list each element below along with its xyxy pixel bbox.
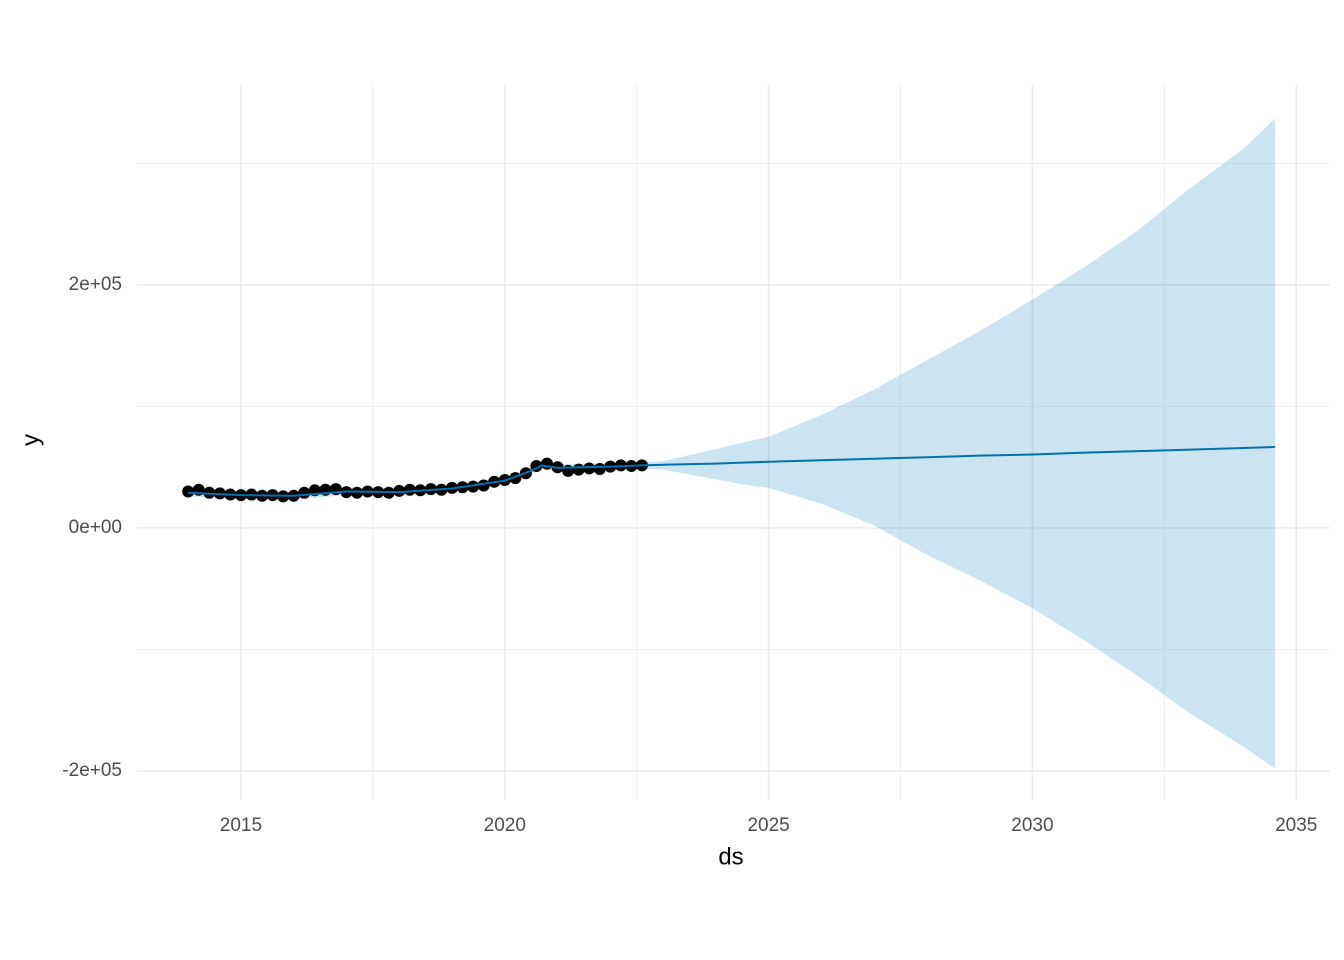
y-axis-title: y xyxy=(17,434,44,446)
x-tick-label: 2015 xyxy=(220,815,262,836)
x-tick-label: 2035 xyxy=(1275,815,1317,836)
x-tick-label: 2020 xyxy=(484,815,526,836)
grid xyxy=(137,85,1330,800)
observed-point xyxy=(403,483,416,496)
observed-point xyxy=(351,486,364,499)
marks xyxy=(182,118,1276,769)
observed-point xyxy=(572,463,585,476)
observed-point xyxy=(467,480,480,493)
y-tick-label: -2e+05 xyxy=(62,760,122,781)
x-tick-label: 2030 xyxy=(1011,815,1053,836)
observed-point xyxy=(298,486,311,499)
x-axis-title: ds xyxy=(718,843,743,870)
observed-point xyxy=(593,463,606,476)
observed-point xyxy=(393,484,406,497)
observed-point xyxy=(182,485,195,498)
observed-point xyxy=(477,479,490,492)
x-tick-label: 2025 xyxy=(747,815,789,836)
y-tick-label: 0e+00 xyxy=(69,517,122,538)
forecast-line xyxy=(188,445,1276,497)
y-tick-label: 2e+05 xyxy=(69,274,122,295)
observed-point xyxy=(583,462,596,475)
uncertainty-band xyxy=(188,118,1276,769)
